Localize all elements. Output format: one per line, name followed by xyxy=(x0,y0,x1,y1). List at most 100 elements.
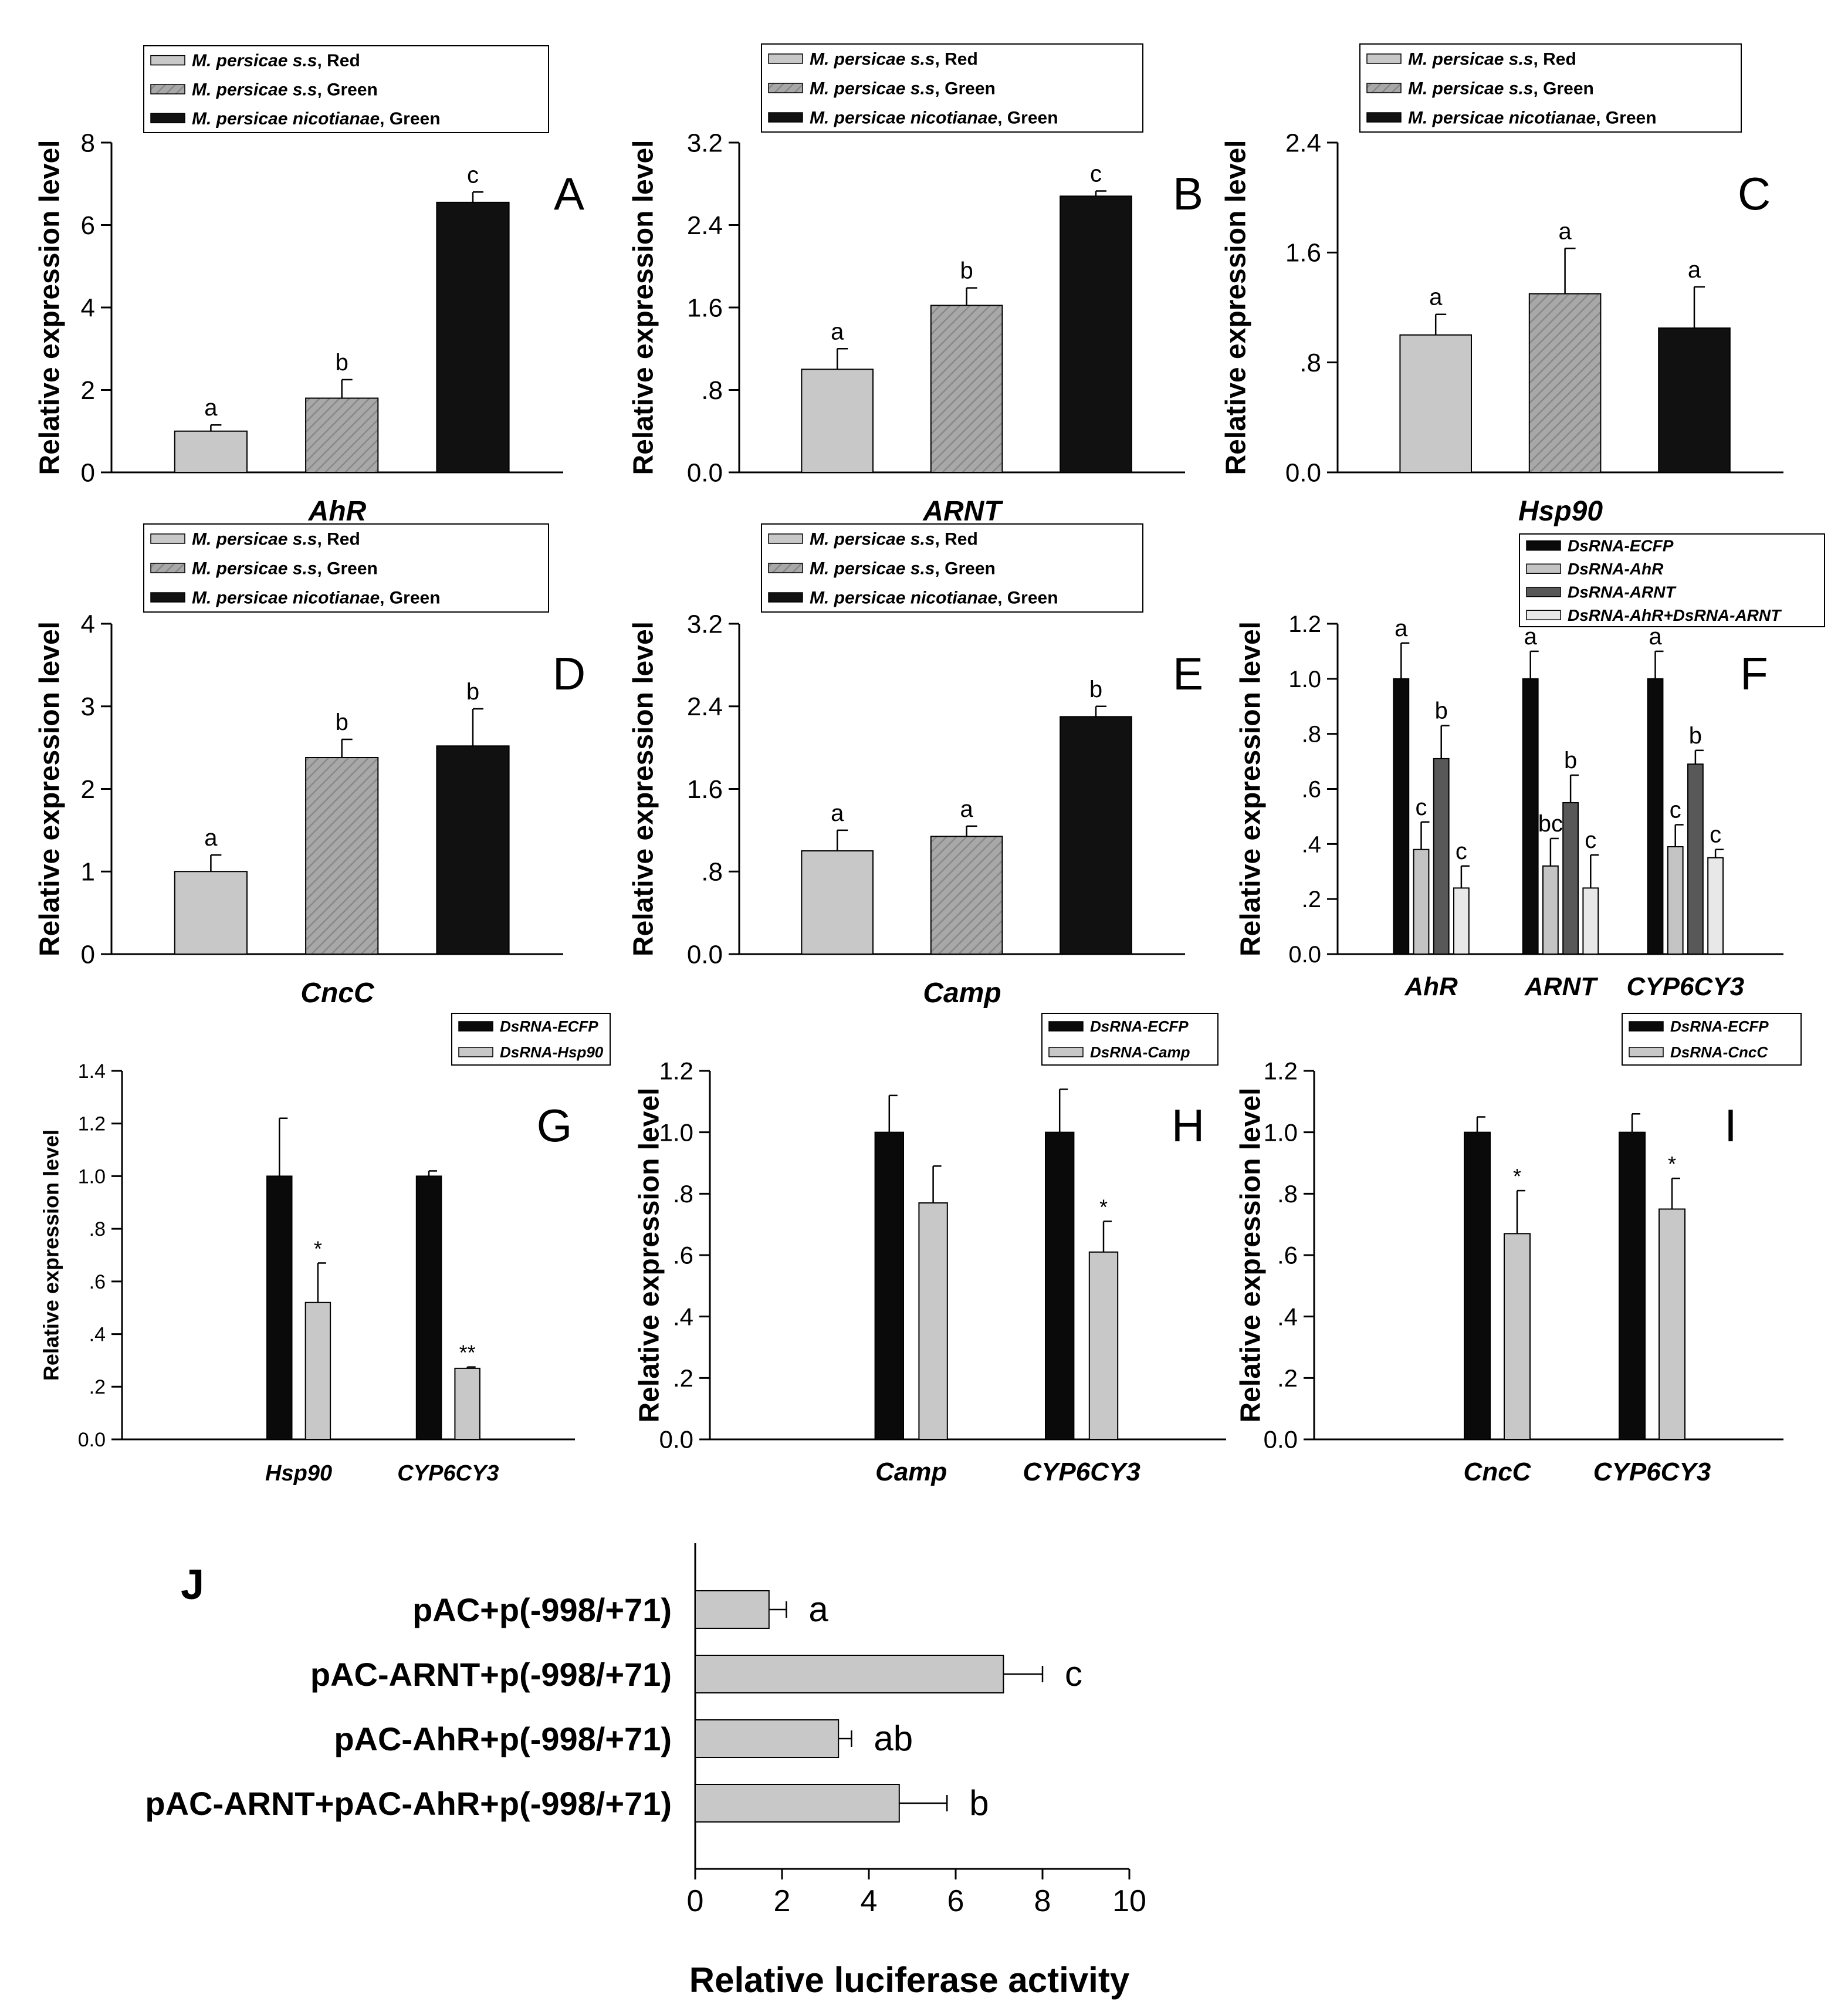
y-axis-label: Relative expression level xyxy=(39,1130,63,1381)
bar xyxy=(305,757,379,955)
bar xyxy=(436,201,510,473)
significance-label: a xyxy=(831,319,844,344)
y-tick-label: 0.0 xyxy=(1288,942,1321,968)
x-tick-label: 0 xyxy=(687,1884,704,1918)
bar xyxy=(1413,848,1430,955)
legend-label: DsRNA-ECFP xyxy=(500,1017,598,1035)
legend-label: M. persicae nicotianae, Green xyxy=(810,589,1058,608)
y-tick-label: 0.0 xyxy=(687,940,723,969)
bar xyxy=(695,1784,900,1823)
significance-label: b xyxy=(1689,723,1702,749)
y-tick-label: 1.0 xyxy=(1288,667,1321,692)
significance-label: * xyxy=(1668,1152,1676,1176)
panel-letter: I xyxy=(1724,1100,1737,1151)
y-tick-label: .6 xyxy=(1302,777,1321,803)
bar xyxy=(1562,802,1579,955)
legend-label: M. persicae s.s, Red xyxy=(810,530,978,549)
legend-swatch xyxy=(458,1047,493,1057)
y-tick-label: 0 xyxy=(81,940,95,969)
y-tick-label: 1.2 xyxy=(659,1057,693,1085)
significance-label: a xyxy=(1524,624,1538,650)
legend: M. persicae s.s, Red M. persicae s.s, Gre… xyxy=(761,43,1143,133)
y-axis-label: Relative expression level xyxy=(1221,140,1252,475)
legend-label: DsRNA-AhR xyxy=(1568,560,1664,578)
category-label: CYP6CY3 xyxy=(1593,1458,1711,1486)
legend-swatch xyxy=(150,55,185,66)
y-axis-label: Relative expression level xyxy=(35,621,66,956)
significance-label: b xyxy=(1564,748,1577,773)
legend-swatch xyxy=(768,592,803,603)
bar xyxy=(1619,1131,1646,1440)
panel-f: 0.0 .2 .4 .6 .8 1.0 1.2 Relative expression lev… xyxy=(1236,533,1825,1001)
legend-label: M. persicae s.s, Red xyxy=(1408,50,1576,69)
bar xyxy=(1464,1131,1491,1440)
significance-label: a xyxy=(1649,624,1662,650)
y-tick-label: .8 xyxy=(1277,1180,1298,1208)
bar xyxy=(305,397,379,473)
significance-label: a xyxy=(1395,616,1408,641)
significance-label: a xyxy=(831,800,844,826)
y-tick-label: 2.4 xyxy=(687,211,723,240)
legend: DsRNA-ECFP DsRNA-Camp xyxy=(1041,1013,1219,1066)
y-tick-label: 1.4 xyxy=(78,1060,106,1083)
legend-label: M. persicae nicotianae, Green xyxy=(192,109,441,129)
legend-swatch xyxy=(1526,563,1561,574)
legend-swatch xyxy=(150,533,185,544)
significance-label: a xyxy=(204,395,218,421)
bar xyxy=(1659,1208,1685,1440)
significance-label: ** xyxy=(459,1341,476,1365)
panel-h: 0.0 .2 .4 .6 .8 1.0 1.2 Relative expression lev… xyxy=(634,1013,1226,1486)
legend-swatch xyxy=(768,83,803,93)
bar xyxy=(1687,763,1704,955)
significance-label: b xyxy=(1089,677,1102,702)
significance-label: c xyxy=(1065,1654,1082,1693)
legend-swatch xyxy=(458,1021,493,1032)
legend-label: DsRNA-ECFP xyxy=(1670,1017,1769,1035)
bar xyxy=(930,836,1003,955)
legend-label: M. persicae nicotianae, Green xyxy=(810,109,1058,128)
y-tick-label: 0 xyxy=(81,458,95,487)
y-tick-label: 0.0 xyxy=(687,458,723,487)
y-axis-label: Relative expression level xyxy=(35,140,66,475)
y-tick-label: 2 xyxy=(81,775,95,804)
bar xyxy=(1504,1233,1531,1441)
bar xyxy=(415,1175,442,1441)
legend-label: M. persicae s.s, Red xyxy=(192,51,360,70)
category-label: CYP6CY3 xyxy=(1023,1458,1140,1486)
panel-letter: E xyxy=(1173,648,1203,699)
panel-letter: G xyxy=(537,1100,573,1151)
significance-label: c xyxy=(467,162,479,188)
legend-box xyxy=(1519,533,1825,627)
y-tick-label: .8 xyxy=(701,858,723,887)
bar xyxy=(801,368,874,473)
y-tick-label: .8 xyxy=(673,1180,693,1208)
bar xyxy=(1399,334,1472,473)
y-tick-label: 1.0 xyxy=(659,1118,693,1146)
bar xyxy=(1088,1251,1119,1440)
panel-g: 0.0 .2 .4 .6 .8 1.0 1.2 1.4 Relative expression … xyxy=(39,1013,611,1486)
panel-b: 0.0 .8 1.6 2.4 3.2 Relative expression level B… xyxy=(628,43,1203,527)
legend: DsRNA-ECFP DsRNA-Hsp90 xyxy=(451,1013,611,1066)
legend: DsRNA-ECFP DsRNA-AhR DsRNA-ARNT DsRNA-AhR+D… xyxy=(1519,533,1825,627)
significance-label: c xyxy=(1456,839,1467,864)
panel-d: 0 1 2 3 4 Relative expression level Da b b CncC M.… xyxy=(35,523,585,1009)
y-tick-label: 1.0 xyxy=(1264,1118,1298,1146)
y-axis-label: Relative expression level xyxy=(1236,1088,1267,1423)
legend-box xyxy=(143,45,549,133)
significance-label: b xyxy=(1435,698,1448,724)
bar xyxy=(930,305,1003,473)
legend-swatch xyxy=(768,53,803,64)
panel-i: 0.0 .2 .4 .6 .8 1.0 1.2 Relative expression lev… xyxy=(1236,1013,1802,1486)
legend-label: M. persicae s.s, Green xyxy=(810,79,996,99)
bar xyxy=(1658,327,1731,473)
category-label: pAC-AhR+p(-998/+71) xyxy=(334,1720,672,1757)
significance-label: a xyxy=(1429,285,1443,310)
significance-label: a xyxy=(960,796,973,822)
category-label: AhR xyxy=(1404,972,1458,1001)
x-tick-label: 6 xyxy=(947,1884,964,1918)
significance-label: ab xyxy=(874,1719,913,1758)
x-tick-label: 8 xyxy=(1034,1884,1051,1918)
significance-label: c xyxy=(1710,822,1721,848)
significance-label: * xyxy=(314,1236,322,1260)
legend-swatch xyxy=(1366,112,1402,123)
